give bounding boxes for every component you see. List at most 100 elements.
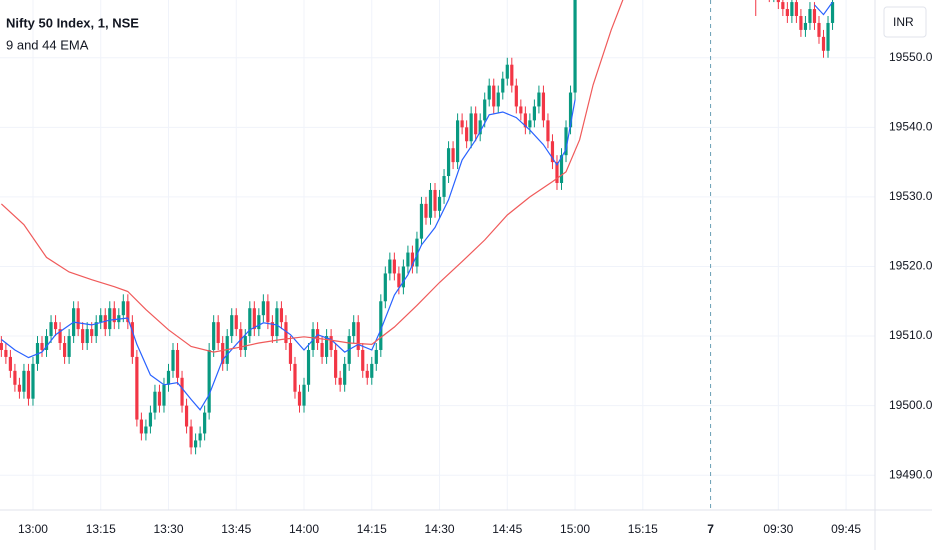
candle-body bbox=[40, 343, 44, 350]
candle-body bbox=[99, 315, 103, 323]
candle-body bbox=[803, 22, 808, 30]
candle-body bbox=[189, 426, 193, 448]
candle-body bbox=[4, 349, 8, 357]
candle-body bbox=[794, 2, 798, 17]
y-tick-label: 19550.00 bbox=[889, 50, 932, 64]
candle-body bbox=[293, 363, 297, 392]
candle-body bbox=[510, 64, 514, 86]
y-tick-label: 19500.00 bbox=[889, 398, 932, 412]
candle-body bbox=[216, 322, 220, 344]
candle-body bbox=[451, 148, 455, 163]
candle-body bbox=[505, 64, 509, 79]
candle-body bbox=[343, 363, 347, 385]
candle-body bbox=[288, 343, 293, 364]
candle-body bbox=[0, 343, 3, 350]
x-tick-label: 13:15 bbox=[86, 522, 116, 536]
x-tick-label: 7 bbox=[707, 522, 714, 536]
candle-body bbox=[573, 0, 577, 93]
candle-body bbox=[388, 259, 392, 274]
candle-body bbox=[329, 336, 333, 350]
candle-body bbox=[568, 92, 573, 128]
candle-body bbox=[781, 2, 785, 10]
candle-body bbox=[546, 120, 550, 142]
candle-body bbox=[550, 141, 555, 163]
candle-body bbox=[799, 16, 803, 30]
plot-area bbox=[0, 0, 835, 455]
candle-body bbox=[248, 308, 252, 337]
candle-body bbox=[22, 370, 26, 392]
candle-body bbox=[44, 336, 49, 350]
candle-body bbox=[785, 9, 789, 17]
candle-body bbox=[528, 120, 532, 128]
x-tick-label: 13:30 bbox=[153, 522, 183, 536]
y-tick-label: 19540.00 bbox=[889, 119, 932, 133]
candle-body bbox=[243, 336, 247, 350]
candle-body bbox=[383, 273, 387, 302]
candle-body bbox=[144, 426, 148, 434]
candle-body bbox=[284, 322, 288, 344]
candle-body bbox=[13, 370, 17, 385]
candle-body bbox=[352, 322, 356, 337]
candle-body bbox=[230, 315, 234, 337]
candle-body bbox=[221, 343, 225, 364]
candle-body bbox=[338, 377, 342, 385]
candle-body bbox=[406, 252, 410, 267]
candle-body bbox=[474, 113, 478, 135]
axes: 19490.00 19500.00 19510.00 19520.00 19530.00… bbox=[18, 50, 932, 536]
candle-body bbox=[112, 308, 116, 323]
ema-line bbox=[1, 1, 833, 411]
candle-body bbox=[379, 301, 383, 350]
candle-body bbox=[361, 349, 365, 371]
candle-body bbox=[514, 85, 518, 107]
candle-body bbox=[532, 106, 536, 121]
candle-body bbox=[465, 127, 469, 142]
candle-body bbox=[365, 370, 369, 378]
candle-body bbox=[279, 308, 284, 323]
candle-body bbox=[776, 0, 780, 3]
candle-body bbox=[26, 370, 31, 399]
candle-body bbox=[460, 120, 464, 128]
candle-body bbox=[456, 120, 460, 163]
candle-body bbox=[401, 266, 405, 288]
candle-body bbox=[564, 127, 568, 156]
candle-body bbox=[541, 92, 546, 121]
candle-body bbox=[17, 384, 22, 392]
candle-body bbox=[334, 349, 338, 378]
x-tick-label: 14:45 bbox=[492, 522, 522, 536]
candle-body bbox=[121, 301, 125, 316]
x-tick-label: 13:45 bbox=[221, 522, 251, 536]
candle-body bbox=[234, 315, 238, 330]
candle-body bbox=[90, 329, 94, 337]
currency-box[interactable] bbox=[883, 6, 927, 38]
indicator-label: 9 and 44 EMA bbox=[6, 37, 89, 52]
candle-body bbox=[433, 189, 437, 211]
y-tick-label: 19510.00 bbox=[889, 328, 932, 342]
x-tick-label: 15:00 bbox=[560, 522, 590, 536]
x-tick-label: 14:00 bbox=[289, 522, 319, 536]
candle-body bbox=[537, 92, 541, 107]
candle-body bbox=[207, 349, 211, 413]
candle-body bbox=[424, 203, 428, 218]
candle-body bbox=[148, 412, 153, 427]
candle-body bbox=[397, 273, 401, 288]
candle-body bbox=[76, 308, 80, 330]
candle-body bbox=[419, 203, 424, 239]
candle-body bbox=[492, 85, 496, 107]
candle-body bbox=[103, 315, 107, 330]
candle-body bbox=[523, 113, 527, 128]
candle-body bbox=[446, 148, 451, 177]
candle-body bbox=[180, 377, 184, 406]
candle-body bbox=[139, 419, 143, 434]
candle-body bbox=[817, 22, 821, 37]
candle-body bbox=[31, 363, 35, 399]
candle-body bbox=[487, 85, 491, 100]
y-tick-label: 19490.00 bbox=[889, 467, 932, 481]
currency[interactable]: INR bbox=[893, 15, 914, 29]
candle-body bbox=[198, 433, 202, 441]
y-tick-label: 19530.00 bbox=[889, 189, 932, 203]
candle-body bbox=[275, 308, 279, 337]
candle-body bbox=[325, 336, 329, 357]
candle-body bbox=[53, 322, 58, 330]
